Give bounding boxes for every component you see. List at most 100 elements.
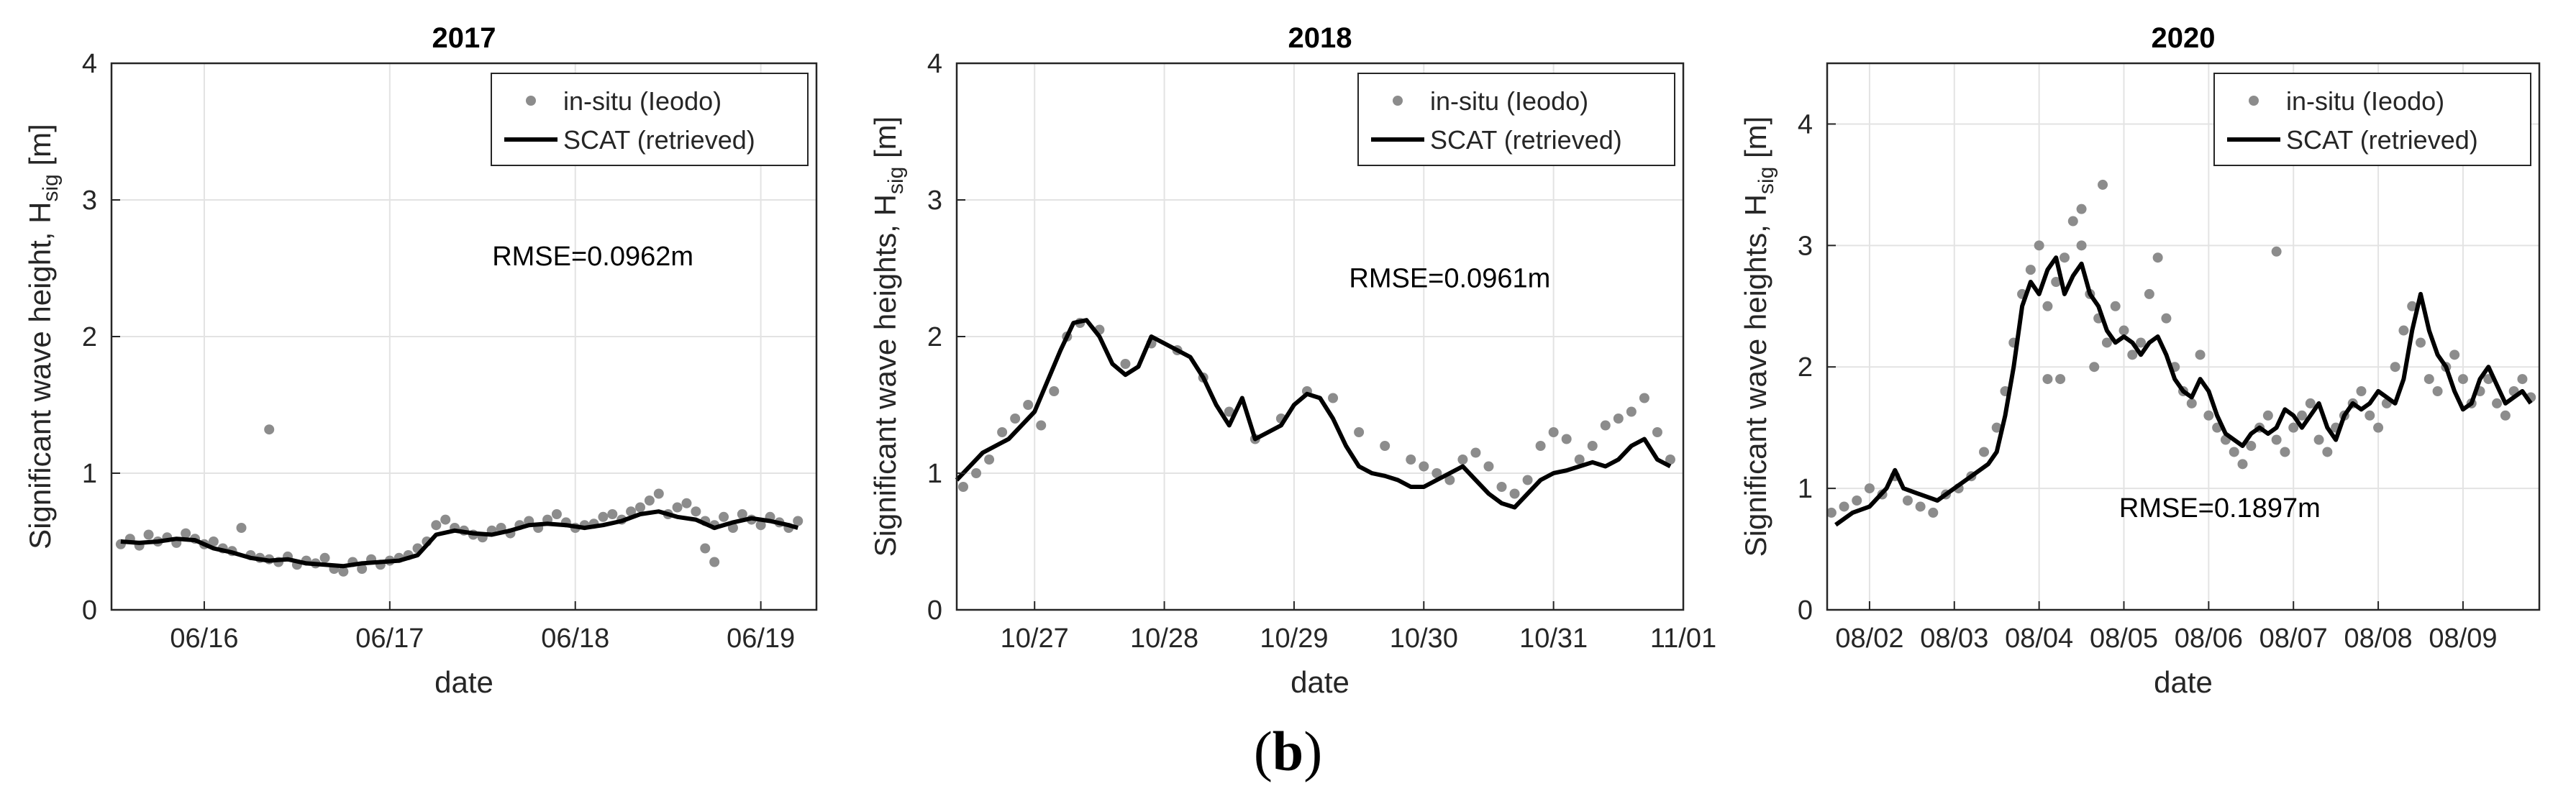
data-point	[700, 543, 711, 554]
data-point	[1864, 483, 1875, 494]
data-point	[997, 427, 1008, 437]
data-point	[1496, 482, 1507, 492]
data-point	[2229, 447, 2239, 457]
y-tick-label: 2	[82, 322, 97, 352]
data-point	[984, 454, 995, 465]
data-point	[2492, 398, 2503, 408]
legend-marker-insitu	[1393, 96, 1403, 106]
caption-letter: b	[1272, 720, 1304, 782]
y-axis-label: Significant wave heights, Hsig [m]	[868, 117, 908, 557]
data-point	[1665, 454, 1675, 465]
y-tick-label: 3	[82, 186, 97, 216]
data-point	[1049, 386, 1060, 396]
y-tick-label: 4	[1798, 109, 1813, 140]
data-point	[236, 523, 247, 533]
data-point	[1120, 359, 1131, 369]
data-point	[2423, 374, 2434, 385]
caption-close: )	[1303, 720, 1323, 782]
data-point	[1483, 461, 1494, 472]
chart-panel-2020: 08/02 08/03 08/04 08/05 08/06 08/07 08/08 08/09…	[1739, 22, 2541, 699]
data-point	[181, 528, 191, 539]
data-point	[1574, 454, 1585, 465]
x-axis-label: date	[2154, 665, 2213, 699]
data-point	[208, 536, 219, 547]
data-point	[1444, 475, 1455, 485]
chart-title: 2020	[2152, 22, 2216, 54]
y-tick-label: 0	[927, 595, 942, 626]
legend-box	[1357, 73, 1675, 166]
data-point	[2051, 277, 2062, 287]
x-tick-label: 06/18	[541, 623, 609, 654]
x-tick-label: 08/09	[2429, 623, 2497, 654]
data-point	[1902, 495, 1913, 506]
legend: in-situ (Ieodo) SCAT (retrieved)	[491, 73, 809, 166]
data-point	[598, 511, 609, 522]
data-point	[1826, 507, 1837, 518]
legend: in-situ (Ieodo) SCAT (retrieved)	[2213, 73, 2531, 166]
y-tick-label: 1	[82, 459, 97, 489]
data-point	[1852, 495, 1862, 506]
data-point	[440, 514, 451, 525]
data-point	[2025, 265, 2036, 275]
x-tick-label: 06/19	[727, 623, 795, 654]
data-point	[2110, 301, 2121, 311]
legend-label-scat: SCAT (retrieved)	[563, 125, 755, 155]
data-point	[1915, 501, 1926, 512]
data-point	[2262, 410, 2273, 421]
data-point	[2288, 422, 2299, 433]
data-point	[2101, 337, 2112, 348]
x-tick-label: 10/31	[1519, 623, 1588, 654]
data-point	[1839, 501, 1849, 512]
data-point	[607, 509, 618, 519]
data-point	[2246, 441, 2257, 451]
data-point	[2449, 350, 2460, 360]
data-point	[1652, 427, 1662, 437]
data-point	[2313, 434, 2324, 445]
data-point	[2457, 374, 2468, 385]
data-point	[2416, 337, 2426, 348]
data-point	[1419, 461, 1429, 472]
data-point	[2136, 337, 2147, 348]
rmse-annotation: RMSE=0.1897m	[2119, 493, 2321, 524]
legend-label-scat: SCAT (retrieved)	[1430, 125, 1622, 155]
data-point	[626, 506, 637, 517]
data-point	[2365, 410, 2375, 421]
data-point	[2280, 447, 2290, 457]
data-point	[958, 482, 969, 492]
data-point	[2500, 410, 2511, 421]
data-point	[2271, 434, 2282, 445]
data-point	[2034, 240, 2044, 251]
data-point	[357, 564, 368, 574]
y-tick-label: 3	[1798, 231, 1813, 261]
data-point	[2118, 325, 2129, 336]
data-point	[644, 495, 655, 506]
legend-label-scat: SCAT (retrieved)	[2286, 125, 2478, 155]
data-point	[2144, 288, 2154, 299]
data-point	[2055, 374, 2066, 385]
data-point	[2060, 252, 2070, 263]
legend-label-insitu: in-situ (Ieodo)	[1430, 86, 1588, 116]
data-point	[1561, 434, 1572, 444]
chart-panel-2017: 06/16 06/17 06/18 06/19 0 1 2 3 4 2017 date Signifi…	[23, 22, 818, 699]
data-point	[793, 516, 804, 526]
data-point	[1548, 427, 1559, 437]
data-point	[1406, 454, 1416, 465]
x-tick-label: 10/28	[1130, 623, 1198, 654]
data-point	[1224, 406, 1234, 417]
series-line-scat	[955, 318, 1672, 510]
x-tick-label: 06/17	[355, 623, 424, 654]
x-tick-label: 06/16	[170, 623, 238, 654]
x-tick-label: 10/30	[1390, 623, 1458, 654]
data-point	[1328, 393, 1339, 403]
y-tick-label: 0	[1798, 595, 1813, 626]
x-tick-label: 08/04	[2005, 623, 2073, 654]
data-point	[755, 520, 766, 531]
data-point	[1613, 414, 1624, 424]
y-tick-label: 1	[1798, 474, 1813, 504]
chart-title: 2017	[432, 22, 496, 54]
data-point	[1600, 420, 1611, 431]
data-point	[2203, 410, 2214, 421]
caption-open: (	[1253, 720, 1273, 782]
y-tick-label: 3	[927, 186, 942, 216]
data-point	[1587, 441, 1598, 451]
